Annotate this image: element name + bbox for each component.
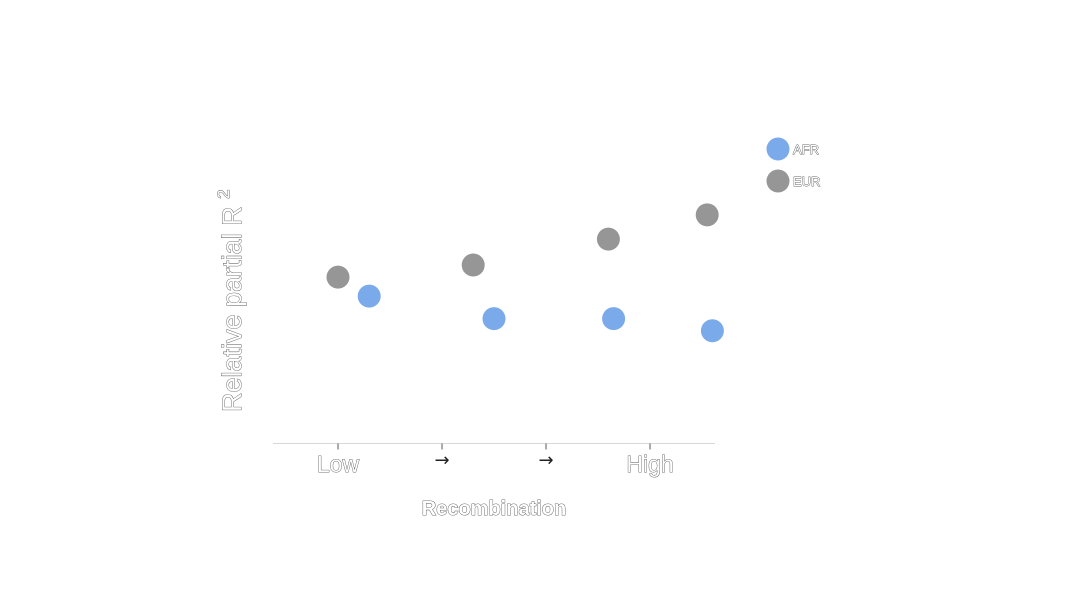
- x-tick-label: →: [434, 450, 449, 471]
- point-afr: [357, 284, 381, 308]
- y-axis-label: Relative partial R 2: [214, 189, 247, 412]
- point-eur: [596, 227, 620, 251]
- data-points: [326, 203, 724, 343]
- legend-label-eur: EUR: [793, 174, 820, 189]
- point-eur: [695, 203, 719, 227]
- point-eur: [326, 265, 350, 289]
- x-ticks: Low → → High: [316, 443, 674, 477]
- x-axis-label: Recombination: [422, 498, 566, 520]
- legend-marker-eur: [766, 169, 790, 193]
- point-afr: [482, 307, 506, 331]
- legend-marker-afr: [766, 137, 790, 161]
- x-tick-label: Low: [317, 451, 360, 477]
- x-tick-label: High: [626, 451, 673, 477]
- point-eur: [461, 253, 485, 277]
- y-axis-label-superscript: 2: [214, 189, 233, 198]
- y-axis-label-text: Relative partial R: [217, 206, 247, 412]
- x-tick-label: →: [538, 450, 553, 471]
- point-afr: [700, 319, 724, 343]
- legend: AFR EUR: [766, 137, 821, 193]
- point-afr: [602, 307, 626, 331]
- legend-label-afr: AFR: [793, 142, 819, 157]
